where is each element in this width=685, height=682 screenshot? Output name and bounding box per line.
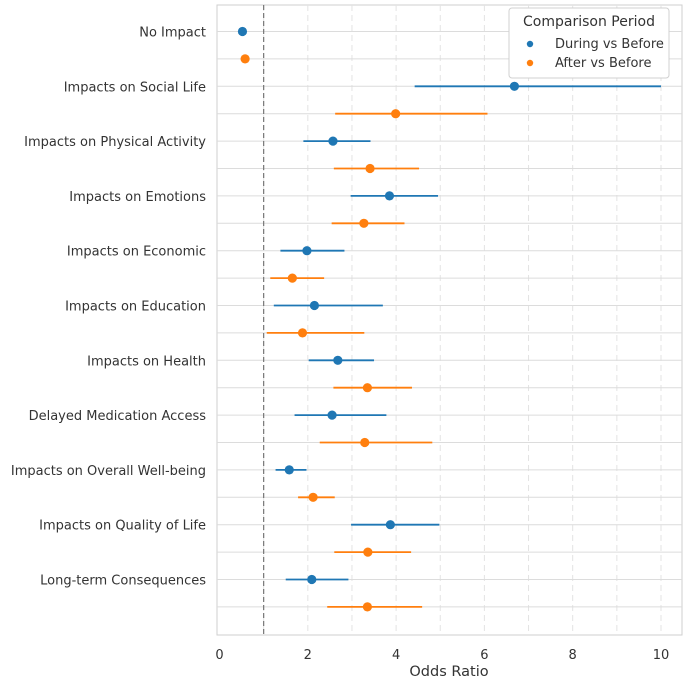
- data-point: [385, 520, 395, 530]
- x-tick-label: 10: [653, 648, 670, 663]
- data-point: [309, 300, 320, 311]
- x-tick-label: 6: [480, 648, 488, 663]
- data-point: [237, 26, 248, 37]
- data-point: [509, 81, 520, 91]
- data-point: [302, 246, 312, 256]
- data-point: [391, 109, 401, 119]
- x-tick-label: 4: [392, 648, 400, 663]
- legend-entry-after: After vs Before: [555, 56, 651, 71]
- data-point: [297, 328, 308, 338]
- legend-marker-after: [526, 59, 534, 67]
- category-label: Impacts on Social Life: [64, 80, 206, 95]
- data-point: [384, 191, 395, 201]
- data-point: [287, 273, 297, 283]
- category-label: Impacts on Physical Activity: [24, 135, 206, 150]
- data-point: [327, 410, 337, 420]
- x-tick-label: 8: [569, 648, 577, 663]
- x-tick-label: 2: [304, 648, 312, 663]
- data-point: [363, 547, 373, 557]
- category-labels: No Impact Impacts on Social Life Impacts o…: [11, 26, 206, 589]
- legend-title: Comparison Period: [523, 14, 655, 30]
- data-point: [362, 383, 373, 393]
- category-label: Impacts on Economic: [67, 245, 206, 260]
- data-point: [284, 465, 294, 475]
- points-layer: [237, 26, 520, 612]
- plot-area: [216, 4, 683, 636]
- data-point: [333, 355, 343, 365]
- x-tick-labels: 0 2 4 6 8 10: [215, 648, 669, 663]
- legend: Comparison Period During vs Before After…: [508, 7, 670, 79]
- category-label: Impacts on Overall Well-being: [11, 464, 206, 479]
- category-label: Long-term Consequences: [40, 574, 206, 589]
- x-tick-label: 0: [215, 648, 223, 663]
- data-point: [360, 437, 370, 448]
- data-point: [362, 602, 373, 612]
- category-label: Impacts on Emotions: [69, 190, 206, 205]
- category-label: Impacts on Quality of Life: [39, 519, 206, 534]
- legend-box: [508, 7, 670, 79]
- category-label: Impacts on Education: [65, 300, 206, 315]
- category-label: Impacts on Health: [87, 354, 206, 369]
- data-point: [365, 163, 375, 174]
- data-point: [240, 54, 250, 64]
- data-point: [307, 574, 317, 585]
- category-label: Delayed Medication Access: [29, 409, 207, 424]
- data-point: [328, 136, 338, 146]
- category-label: No Impact: [139, 26, 206, 41]
- data-point: [308, 492, 318, 502]
- legend-marker-during: [526, 40, 534, 48]
- legend-entry-during: During vs Before: [555, 37, 664, 52]
- data-point: [359, 218, 369, 228]
- x-axis-title: Odds Ratio: [409, 664, 488, 680]
